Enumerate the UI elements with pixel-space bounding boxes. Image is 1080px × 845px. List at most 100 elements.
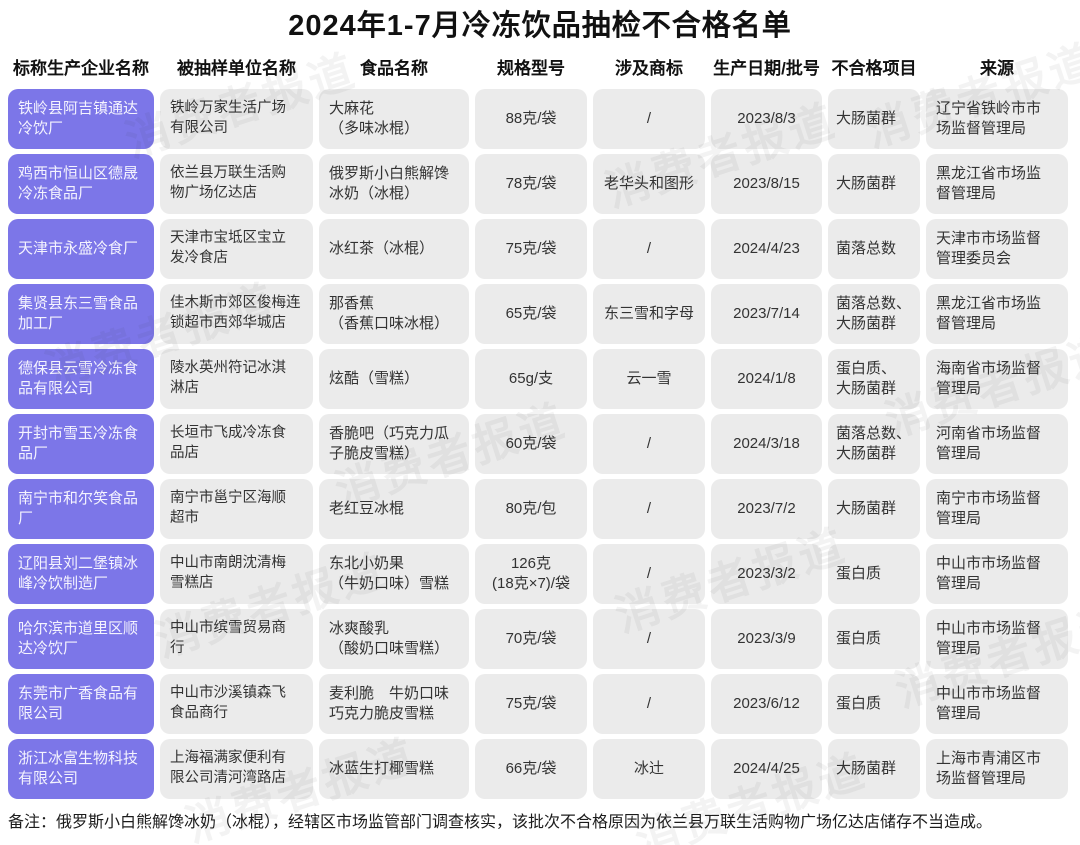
source-cell: 黑龙江省市场监 督管理局	[926, 284, 1068, 344]
spec-cell: 65g/支	[475, 349, 587, 409]
spec-cell: 66克/袋	[475, 739, 587, 799]
source-cell: 中山市市场监督 管理局	[926, 674, 1068, 734]
footnote: 备注：俄罗斯小白熊解馋冰奶（冰棍），经辖区市场监管部门调查核实，该批次不合格原因…	[8, 814, 993, 831]
failed-items-cell: 大肠菌群	[828, 89, 920, 149]
producer-cell: 天津市永盛冷食厂	[8, 219, 154, 279]
producer-cell: 开封市雪玉冷冻食 品厂	[8, 414, 154, 474]
spec-cell: 65克/袋	[475, 284, 587, 344]
food-name-cell: 香脆吧（巧克力瓜 子脆皮雪糕）	[319, 414, 469, 474]
trademark-cell: 东三雪和字母	[593, 284, 705, 344]
failed-items-cell: 蛋白质	[828, 609, 920, 669]
sampled-unit-cell: 中山市缤雪贸易商 行	[160, 609, 313, 669]
spec-cell: 70克/袋	[475, 609, 587, 669]
food-name-cell: 冰红茶（冰棍）	[319, 219, 469, 279]
production-date-cell: 2023/8/3	[711, 89, 822, 149]
producer-cell: 德保县云雪冷冻食 品有限公司	[8, 349, 154, 409]
food-name-cell: 冰蓝生打椰雪糕	[319, 739, 469, 799]
food-name-cell: 大麻花 （多味冰棍）	[319, 89, 469, 149]
trademark-cell: /	[593, 89, 705, 149]
production-date-cell: 2023/7/2	[711, 479, 822, 539]
failed-items-cell: 菌落总数	[828, 219, 920, 279]
spec-cell: 75克/袋	[475, 674, 587, 734]
spec-cell: 75克/袋	[475, 219, 587, 279]
source-cell: 中山市市场监督 管理局	[926, 544, 1068, 604]
spec-cell: 80克/包	[475, 479, 587, 539]
column-header-failed-items: 不合格项目	[831, 59, 917, 78]
food-name-cell: 东北小奶果 （牛奶口味）雪糕	[319, 544, 469, 604]
source-cell: 海南省市场监督 管理局	[926, 349, 1068, 409]
sampled-unit-cell: 南宁市邕宁区海顺 超市	[160, 479, 313, 539]
producer-cell: 铁岭县阿吉镇通达 冷饮厂	[8, 89, 154, 149]
source-cell: 河南省市场监督 管理局	[926, 414, 1068, 474]
food-name-cell: 老红豆冰棍	[319, 479, 469, 539]
sampled-unit-cell: 依兰县万联生活购 物广场亿达店	[160, 154, 313, 214]
trademark-cell: 冰辻	[593, 739, 705, 799]
trademark-cell: /	[593, 674, 705, 734]
column-header-food-name: 食品名称	[360, 59, 428, 78]
column-header-trademark: 涉及商标	[615, 59, 683, 78]
sampled-unit-cell: 陵水英州符记冰淇 淋店	[160, 349, 313, 409]
production-date-cell: 2023/3/9	[711, 609, 822, 669]
table-header-row: 标称生产企业名称 被抽样单位名称 食品名称 规格型号 涉及商标 生产日期/批号 …	[0, 57, 1080, 81]
food-name-cell: 俄罗斯小白熊解馋 冰奶（冰棍）	[319, 154, 469, 214]
production-date-cell: 2023/7/14	[711, 284, 822, 344]
page-title: 2024年1-7月冷冻饮品抽检不合格名单	[288, 10, 792, 42]
failed-items-cell: 菌落总数、 大肠菌群	[828, 414, 920, 474]
production-date-cell: 2023/6/12	[711, 674, 822, 734]
production-date-cell: 2024/4/25	[711, 739, 822, 799]
food-name-cell: 冰爽酸乳 （酸奶口味雪糕）	[319, 609, 469, 669]
producer-cell: 东莞市广香食品有 限公司	[8, 674, 154, 734]
trademark-cell: /	[593, 479, 705, 539]
producer-cell: 浙江冰富生物科技 有限公司	[8, 739, 154, 799]
failed-items-cell: 蛋白质	[828, 674, 920, 734]
production-date-cell: 2024/1/8	[711, 349, 822, 409]
spec-cell: 60克/袋	[475, 414, 587, 474]
spec-cell: 78克/袋	[475, 154, 587, 214]
sampled-unit-cell: 长垣市飞成冷冻食 品店	[160, 414, 313, 474]
column-header-spec: 规格型号	[497, 59, 565, 78]
column-header-producer: 标称生产企业名称	[13, 59, 149, 78]
sampled-unit-cell: 上海福满家便利有 限公司清河湾路店	[160, 739, 313, 799]
production-date-cell: 2023/8/15	[711, 154, 822, 214]
failed-items-cell: 蛋白质	[828, 544, 920, 604]
food-name-cell: 那香蕉 （香蕉口味冰棍）	[319, 284, 469, 344]
spec-cell: 126克 (18克×7)/袋	[475, 544, 587, 604]
producer-cell: 辽阳县刘二堡镇冰 峰冷饮制造厂	[8, 544, 154, 604]
sampled-unit-cell: 天津市宝坻区宝立 发冷食店	[160, 219, 313, 279]
production-date-cell: 2024/3/18	[711, 414, 822, 474]
food-name-cell: 炫酷（雪糕）	[319, 349, 469, 409]
source-cell: 黑龙江省市场监 督管理局	[926, 154, 1068, 214]
trademark-cell: 云一雪	[593, 349, 705, 409]
results-table: 铁岭县阿吉镇通达 冷饮厂 铁岭万家生活广场 有限公司 大麻花 （多味冰棍） 88…	[0, 89, 1080, 799]
failed-items-cell: 大肠菌群	[828, 154, 920, 214]
source-cell: 南宁市市场监督 管理局	[926, 479, 1068, 539]
trademark-cell: 老华头和图形	[593, 154, 705, 214]
production-date-cell: 2023/3/2	[711, 544, 822, 604]
column-header-sampled-unit: 被抽样单位名称	[177, 59, 296, 78]
source-cell: 天津市市场监督 管理委员会	[926, 219, 1068, 279]
producer-cell: 哈尔滨市道里区顺 达冷饮厂	[8, 609, 154, 669]
failed-items-cell: 大肠菌群	[828, 739, 920, 799]
trademark-cell: /	[593, 219, 705, 279]
food-name-cell: 麦利脆 牛奶口味 巧克力脆皮雪糕	[319, 674, 469, 734]
sampled-unit-cell: 中山市南朗沈清梅 雪糕店	[160, 544, 313, 604]
source-cell: 上海市青浦区市 场监督管理局	[926, 739, 1068, 799]
producer-cell: 南宁市和尔笑食品 厂	[8, 479, 154, 539]
source-cell: 中山市市场监督 管理局	[926, 609, 1068, 669]
trademark-cell: /	[593, 544, 705, 604]
spec-cell: 88克/袋	[475, 89, 587, 149]
failed-items-cell: 大肠菌群	[828, 479, 920, 539]
column-header-source: 来源	[980, 59, 1014, 78]
production-date-cell: 2024/4/23	[711, 219, 822, 279]
sampled-unit-cell: 中山市沙溪镇森飞 食品商行	[160, 674, 313, 734]
column-header-production-date: 生产日期/批号	[713, 59, 820, 78]
failed-items-cell: 菌落总数、 大肠菌群	[828, 284, 920, 344]
failed-items-cell: 蛋白质、 大肠菌群	[828, 349, 920, 409]
sampled-unit-cell: 佳木斯市郊区俊梅连 锁超市西郊华城店	[160, 284, 313, 344]
producer-cell: 集贤县东三雪食品 加工厂	[8, 284, 154, 344]
sampled-unit-cell: 铁岭万家生活广场 有限公司	[160, 89, 313, 149]
producer-cell: 鸡西市恒山区德晟 冷冻食品厂	[8, 154, 154, 214]
trademark-cell: /	[593, 414, 705, 474]
trademark-cell: /	[593, 609, 705, 669]
